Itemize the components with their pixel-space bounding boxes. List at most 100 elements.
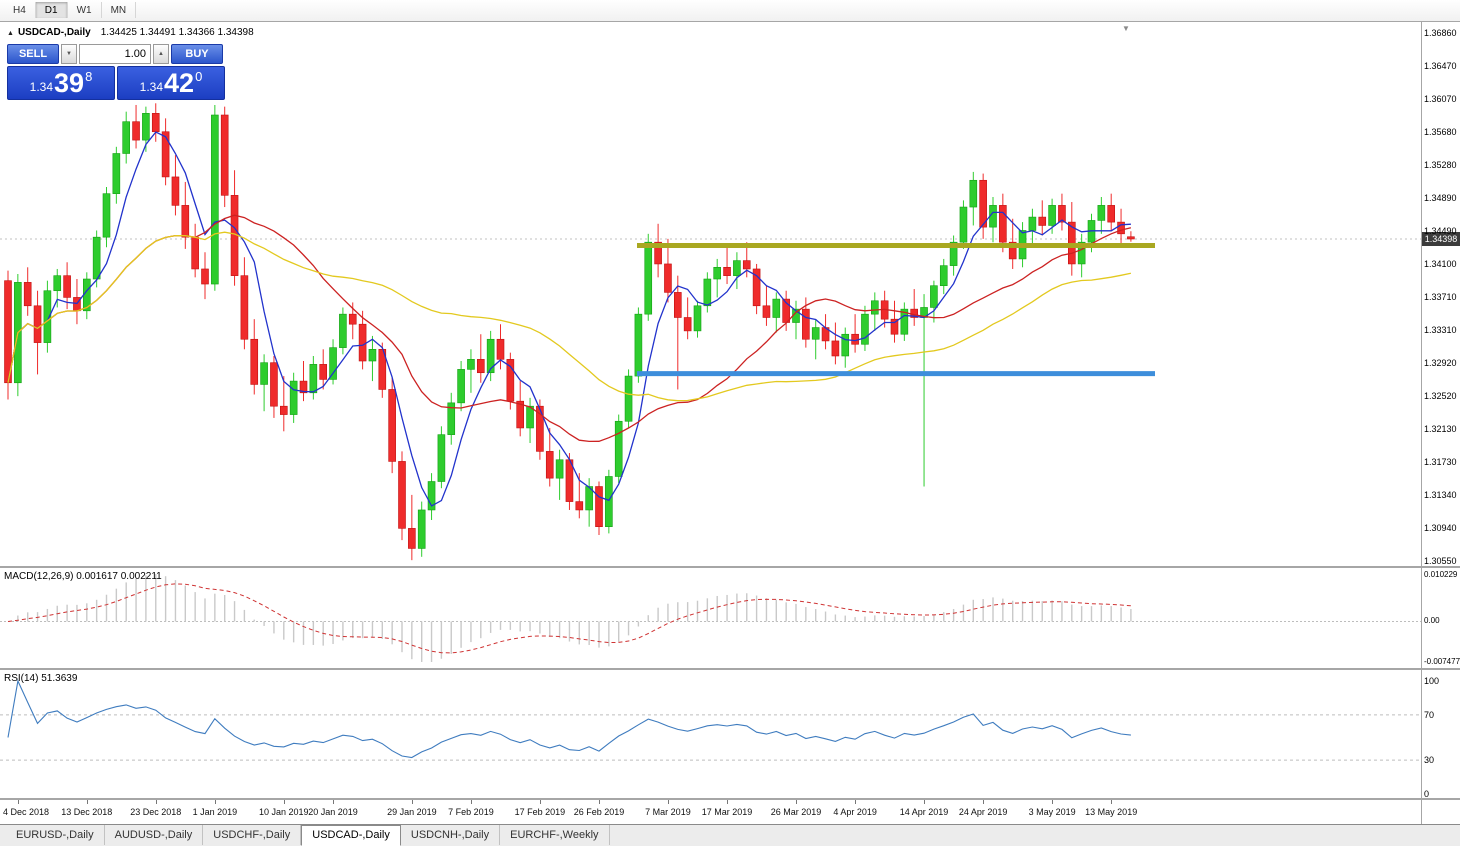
price-chart[interactable] [0, 22, 1421, 566]
date-tick [983, 800, 985, 804]
chart-tabs: EURUSD-,Daily AUDUSD-,Daily USDCHF-,Daily U… [0, 824, 1460, 846]
volume-increase-icon[interactable]: ▲ [153, 44, 169, 64]
macd-histogram [17, 574, 1132, 662]
ma-medium [7, 214, 1132, 443]
date-tick [283, 800, 285, 804]
date-axis-label: 13 May 2019 [1085, 807, 1138, 817]
volume-input[interactable] [79, 44, 151, 64]
volume-decrease-icon[interactable]: ▼ [61, 44, 77, 64]
sell-price-display[interactable]: 1.34 39 8 [7, 66, 115, 100]
date-tick [1111, 800, 1113, 804]
date-axis-label: 3 May 2019 [1028, 807, 1076, 817]
price-axis-label: 1.36070 [1424, 94, 1457, 105]
price-axis-label: 1.30550 [1424, 556, 1457, 566]
buy-button[interactable]: BUY [171, 44, 223, 64]
rsi-panel[interactable] [0, 670, 1421, 798]
panel-splitter[interactable] [0, 566, 1460, 568]
rsi-name: RSI(14) [4, 673, 39, 684]
ma-slow [7, 231, 1132, 402]
date-axis-label: 7 Feb 2019 [448, 807, 494, 817]
date-axis-label: 4 Apr 2019 [833, 807, 877, 817]
sell-price-big: 39 [54, 68, 85, 98]
price-axis-label: 1.36860 [1424, 28, 1457, 38]
candles [4, 103, 1135, 561]
one-click-trading-panel: SELL ▼ ▲ BUY 1.34 39 8 1.34 42 0 [7, 44, 225, 100]
rsi-current-value: 51.3639 [41, 673, 78, 684]
timeframe-h4[interactable]: H4 [4, 2, 36, 18]
macd-signal-line [7, 583, 1131, 654]
sell-button[interactable]: SELL [7, 44, 59, 64]
date-tick [924, 800, 926, 804]
price-axis-label: 1.35680 [1424, 126, 1457, 137]
date-axis-label: 23 Dec 2018 [130, 807, 182, 817]
price-axis-label: 1.31730 [1424, 457, 1457, 468]
date-tick [727, 800, 729, 804]
date-tick [855, 800, 857, 804]
sell-price-sup: 8 [85, 69, 93, 84]
date-tick [470, 800, 472, 804]
rsi-axis-label: 30 [1424, 755, 1435, 766]
rsi-indicator-label: RSI(14) 51.3639 [4, 673, 77, 684]
date-axis-label: 7 Mar 2019 [645, 807, 691, 817]
date-axis-label: 26 Feb 2019 [573, 807, 625, 817]
macd-current-values: 0.001617 0.002211 [76, 571, 162, 582]
tab-audusd-daily[interactable]: AUDUSD-,Daily [105, 825, 204, 845]
chart-symbol-label: USDCAD-,Daily [17, 27, 91, 38]
price-axis-label: 1.32130 [1424, 423, 1457, 434]
panel-splitter[interactable] [0, 668, 1460, 670]
bid-price-badge: 1.34398 [1422, 232, 1460, 246]
sell-price-prefix: 1.34 [29, 79, 54, 94]
macd-panel[interactable] [0, 568, 1421, 668]
price-axis[interactable]: 1.34398 1.36860 1.36470 1.36070 1.35680 1.35… [1422, 22, 1460, 824]
macd-axis-label: 0.010229 [1424, 570, 1458, 579]
price-axis-label: 1.33710 [1424, 291, 1457, 302]
date-tick [86, 800, 88, 804]
buy-price-display[interactable]: 1.34 42 0 [117, 66, 225, 100]
date-axis-label: 14 Apr 2019 [899, 807, 949, 817]
timeframe-d1[interactable]: D1 [35, 2, 68, 18]
tab-usdcad-daily[interactable]: USDCAD-,Daily [301, 825, 401, 846]
date-tick [333, 800, 335, 804]
one-click-toggle-icon[interactable]: ▲ [7, 30, 14, 37]
date-tick [599, 800, 600, 804]
date-axis-label: 13 Dec 2018 [61, 807, 113, 817]
date-axis-label: 29 Jan 2019 [387, 807, 437, 817]
scroll-to-end-icon[interactable]: ▼ [1122, 24, 1130, 33]
macd-name: MACD(12,26,9) [4, 571, 74, 582]
tab-usdchf-daily[interactable]: USDCHF-,Daily [203, 825, 302, 845]
date-axis-label: 1 Jan 2019 [192, 807, 238, 817]
date-tick [17, 800, 19, 804]
date-axis-label: 26 Mar 2019 [770, 807, 822, 817]
chart-title: ▲ USDCAD-,Daily 1.34425 1.34491 1.34366 1.… [7, 27, 254, 38]
timeframe-w1[interactable]: W1 [68, 2, 102, 18]
date-axis-label: 17 Feb 2019 [514, 807, 566, 817]
macd-axis-label: 0.00 [1424, 616, 1440, 626]
date-tick [796, 800, 797, 804]
price-axis-label: 1.34490 [1424, 226, 1457, 237]
price-axis-label: 1.31340 [1424, 489, 1457, 500]
date-axis[interactable]: 4 Dec 2018 13 Dec 2018 23 Dec 2018 1 Jan 20… [0, 800, 1421, 824]
date-tick [1052, 800, 1054, 804]
rsi-line [7, 679, 1131, 759]
date-tick [667, 800, 669, 804]
axis-divider [1421, 22, 1422, 824]
panel-splitter[interactable] [0, 798, 1460, 800]
buy-price-sup: 0 [195, 69, 203, 84]
price-axis-label: 1.34890 [1424, 192, 1457, 203]
date-axis-label: 17 Mar 2019 [701, 807, 753, 817]
macd-indicator-label: MACD(12,26,9) 0.001617 0.002211 [4, 571, 162, 582]
date-tick [155, 800, 157, 804]
tab-eurchf-weekly[interactable]: EURCHF-,Weekly [500, 825, 610, 845]
buy-price-big: 42 [164, 68, 195, 98]
timeframe-toolbar: H4 D1 W1 MN [0, 0, 1460, 22]
price-axis-label: 1.34100 [1424, 258, 1457, 269]
tab-eurusd-daily[interactable]: EURUSD-,Daily [6, 825, 105, 845]
date-axis-label: 10 Jan 2019 [259, 807, 309, 817]
price-axis-label: 1.36470 [1424, 60, 1457, 71]
ma-fast [7, 131, 1131, 507]
tab-usdcnh-daily[interactable]: USDCNH-,Daily [401, 825, 501, 845]
price-axis-label: 1.32520 [1424, 391, 1457, 402]
timeframe-mn[interactable]: MN [102, 2, 137, 18]
rsi-axis-label: 100 [1424, 676, 1440, 686]
